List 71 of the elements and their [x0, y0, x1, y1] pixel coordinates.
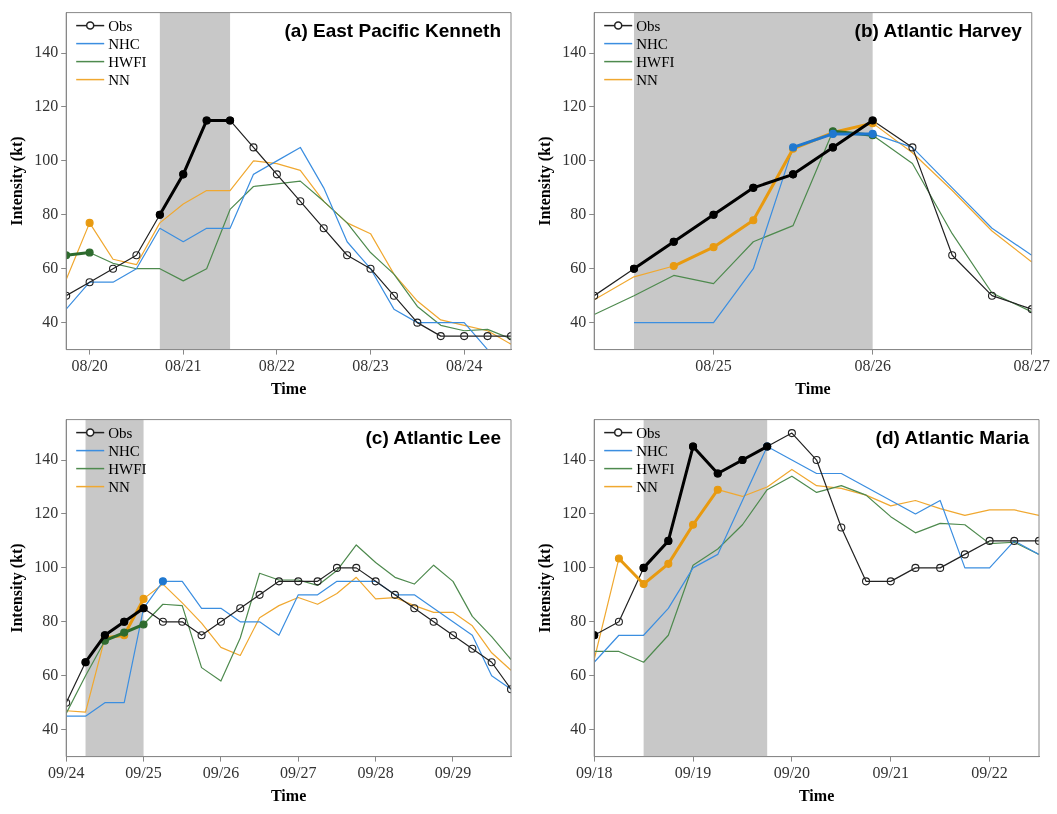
x-tick-label: 08/21 — [165, 357, 202, 375]
y-axis-title: Intensity (kt) — [535, 543, 554, 633]
x-tick-label: 08/25 — [695, 357, 732, 375]
y-tick-label: 60 — [42, 665, 59, 683]
y-tick-label: 40 — [570, 312, 587, 330]
y-tick-label: 40 — [42, 312, 59, 330]
legend-label: NHC — [108, 442, 140, 459]
x-tick-label: 09/20 — [773, 764, 811, 782]
y-tick-label: 80 — [570, 205, 587, 222]
legend-label: HWFI — [636, 460, 675, 477]
x-tick-label: 09/21 — [872, 764, 909, 782]
chart-title: (c) Atlantic Lee — [365, 427, 501, 449]
y-axis-title: Intensity (kt) — [7, 543, 26, 633]
legend-label: Obs — [636, 424, 661, 441]
y-tick-label: 120 — [34, 504, 59, 522]
legend-label: NHC — [636, 35, 668, 52]
y-tick-label: 140 — [34, 43, 59, 61]
y-axis-title: Intensity (kt) — [7, 136, 26, 226]
x-tick-label: 09/27 — [280, 764, 317, 782]
x-axis-title: Time — [270, 786, 307, 804]
y-tick-label: 40 — [570, 719, 587, 737]
legend-label: NHC — [108, 35, 140, 52]
x-tick-label: 09/25 — [125, 764, 162, 782]
x-tick-label: 09/18 — [575, 764, 613, 782]
x-tick-label: 09/28 — [357, 764, 394, 782]
y-tick-label: 100 — [562, 151, 587, 169]
x-tick-label: 08/20 — [71, 357, 108, 375]
y-tick-label: 40 — [42, 719, 59, 737]
legend-label: NN — [108, 478, 131, 495]
y-tick-label: 100 — [562, 558, 587, 576]
y-tick-label: 80 — [42, 205, 59, 222]
y-tick-label: 140 — [562, 43, 587, 61]
y-tick-label: 80 — [42, 612, 59, 629]
chart-title: (a) East Pacific Kenneth — [284, 20, 501, 42]
y-tick-label: 60 — [570, 258, 587, 276]
x-axis-title: Time — [795, 379, 831, 397]
x-tick-label: 08/26 — [854, 357, 891, 375]
legend-label: NN — [636, 71, 659, 88]
y-tick-label: 80 — [570, 612, 587, 629]
y-axis-title: Intensity (kt) — [535, 136, 554, 226]
y-tick-label: 100 — [34, 151, 59, 169]
y-tick-label: 120 — [34, 97, 59, 115]
legend-label: Obs — [636, 17, 661, 34]
x-tick-label: 08/27 — [1013, 357, 1050, 375]
legend-label: HWFI — [636, 53, 675, 70]
legend-label: NHC — [636, 442, 668, 459]
y-tick-label: 60 — [42, 258, 59, 276]
legend-label: HWFI — [108, 53, 147, 70]
chart-title: (b) Atlantic Harvey — [854, 20, 1023, 42]
y-tick-label: 100 — [34, 558, 59, 576]
x-tick-label: 09/22 — [971, 764, 1008, 782]
x-axis-title: Time — [798, 786, 835, 804]
x-tick-label: 09/24 — [47, 764, 85, 782]
legend-label: Obs — [108, 424, 133, 441]
y-tick-label: 140 — [34, 450, 59, 468]
legend-label: NN — [636, 478, 659, 495]
chart-title: (d) Atlantic Maria — [875, 427, 1030, 449]
y-tick-label: 60 — [570, 665, 587, 683]
x-tick-label: 09/26 — [202, 764, 240, 782]
legend-label: Obs — [108, 17, 133, 34]
legend-label: NN — [108, 71, 131, 88]
x-axis-title: Time — [270, 379, 307, 397]
y-tick-label: 120 — [562, 504, 587, 522]
x-tick-label: 08/24 — [445, 357, 483, 375]
x-tick-label: 08/22 — [258, 357, 296, 375]
x-tick-label: 08/23 — [352, 357, 389, 375]
x-tick-label: 09/19 — [674, 764, 712, 782]
legend-label: HWFI — [108, 460, 147, 477]
x-tick-label: 09/29 — [434, 764, 472, 782]
y-tick-label: 140 — [562, 450, 587, 468]
y-tick-label: 120 — [562, 97, 587, 115]
